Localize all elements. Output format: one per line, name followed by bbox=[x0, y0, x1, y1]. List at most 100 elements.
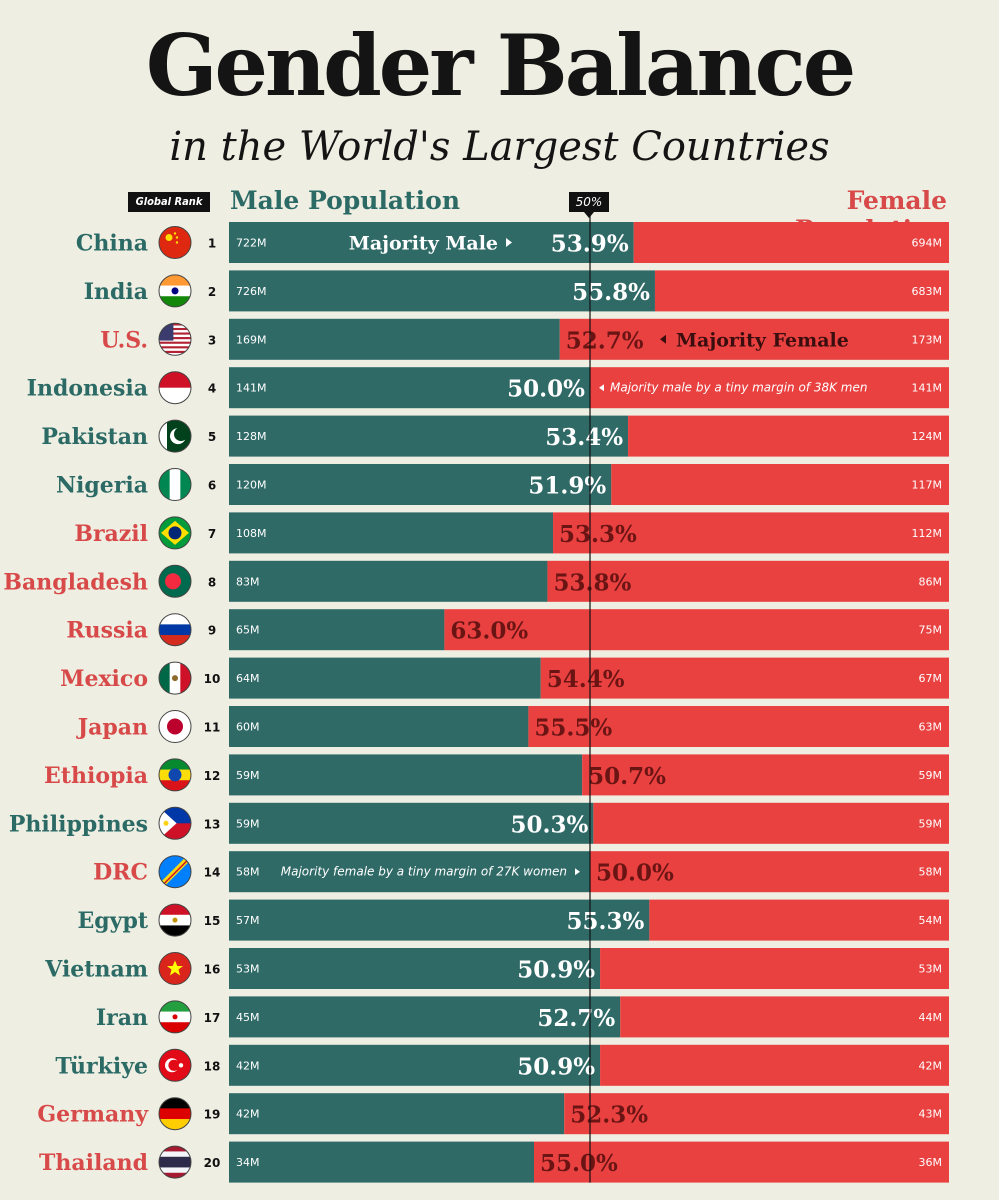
flag-russia-icon bbox=[158, 613, 192, 647]
percent-label-ethiopia: 50.7% bbox=[588, 763, 666, 790]
female-bar-indonesia bbox=[590, 367, 949, 409]
flag-japan-icon bbox=[158, 710, 192, 743]
percent-label-u-s: 52.7% bbox=[566, 327, 644, 354]
male-population-china: 722M bbox=[236, 237, 267, 250]
percent-label-mexico: 54.4% bbox=[547, 666, 625, 693]
rank-bangladesh: 8 bbox=[208, 575, 216, 589]
flag-u-s-icon bbox=[158, 322, 192, 356]
country-label-thailand: Thailand bbox=[39, 1150, 148, 1176]
female-bar-bangladesh bbox=[547, 560, 949, 602]
male-bar-bangladesh bbox=[229, 560, 548, 602]
percent-label-brazil: 53.3% bbox=[559, 521, 637, 548]
male-population-brazil: 108M bbox=[236, 527, 267, 540]
percent-label-egypt: 55.3% bbox=[566, 908, 644, 935]
female-population-vietnam: 53M bbox=[919, 963, 943, 976]
male-bar-t-rkiye bbox=[229, 1044, 601, 1086]
flag-vietnam-icon bbox=[158, 952, 192, 985]
annotation-indonesia: Majority male by a tiny margin of 38K me… bbox=[610, 381, 867, 395]
female-bar-iran bbox=[620, 996, 949, 1038]
flag-egypt-icon bbox=[158, 903, 192, 937]
female-bar-philippines bbox=[593, 802, 949, 844]
rank-china: 1 bbox=[208, 237, 216, 251]
male-bar-indonesia bbox=[229, 367, 590, 409]
flag-bangladesh-icon bbox=[158, 564, 192, 598]
male-population-drc: 58M bbox=[236, 866, 260, 879]
male-bar-nigeria bbox=[229, 464, 612, 505]
female-bar-india bbox=[654, 270, 949, 312]
female-bar-drc bbox=[590, 851, 949, 893]
male-bar-india bbox=[229, 270, 655, 312]
percent-label-japan: 55.5% bbox=[534, 715, 612, 742]
rank-philippines: 13 bbox=[204, 817, 221, 831]
male-bar-japan bbox=[229, 706, 529, 747]
rank-pakistan: 5 bbox=[208, 430, 216, 444]
male-bar-vietnam bbox=[229, 948, 601, 989]
percent-label-philippines: 50.3% bbox=[510, 811, 588, 838]
female-bar-japan bbox=[528, 706, 949, 747]
annotation-drc: Majority female by a tiny margin of 27K … bbox=[281, 865, 567, 879]
rank-egypt: 15 bbox=[204, 914, 221, 928]
male-population-philippines: 59M bbox=[236, 817, 260, 830]
arrow-right-icon bbox=[506, 238, 512, 247]
male-population-bangladesh: 83M bbox=[236, 575, 260, 588]
country-label-iran: Iran bbox=[96, 1005, 148, 1031]
female-bar-germany bbox=[564, 1093, 949, 1135]
chart-title: Gender Balance bbox=[145, 16, 856, 115]
female-population-japan: 63M bbox=[919, 721, 943, 734]
country-label-nigeria: Nigeria bbox=[56, 473, 148, 499]
rank-drc: 14 bbox=[204, 866, 221, 880]
female-population-thailand: 36M bbox=[919, 1156, 943, 1169]
female-population-nigeria: 117M bbox=[912, 479, 943, 492]
country-label-philippines: Philippines bbox=[9, 811, 148, 837]
female-bar-vietnam bbox=[600, 948, 949, 989]
male-population-egypt: 57M bbox=[236, 914, 260, 927]
flag-germany-icon bbox=[158, 1097, 192, 1131]
flag-nigeria-icon bbox=[158, 468, 192, 501]
country-label-china: China bbox=[76, 231, 148, 257]
flag-china-icon bbox=[158, 226, 192, 259]
country-label-germany: Germany bbox=[37, 1102, 149, 1128]
flag-pakistan-icon bbox=[158, 419, 192, 453]
male-bar-thailand bbox=[229, 1141, 534, 1183]
percent-label-germany: 52.3% bbox=[570, 1102, 648, 1129]
flag-thailand-icon bbox=[158, 1145, 192, 1179]
female-population-ethiopia: 59M bbox=[919, 769, 943, 782]
male-population-iran: 45M bbox=[236, 1011, 260, 1024]
female-population-india: 683M bbox=[912, 285, 943, 298]
male-population-heading: Male Population bbox=[230, 186, 461, 215]
country-label-vietnam: Vietnam bbox=[44, 957, 148, 983]
rank-thailand: 20 bbox=[204, 1156, 221, 1170]
male-bar-egypt bbox=[229, 899, 650, 941]
percent-label-india: 55.8% bbox=[572, 279, 650, 306]
male-bar-u-s bbox=[229, 318, 560, 360]
male-bar-pakistan bbox=[229, 415, 629, 457]
female-bar-thailand bbox=[534, 1141, 949, 1183]
male-bar-philippines bbox=[229, 802, 594, 844]
percent-label-pakistan: 53.4% bbox=[545, 424, 623, 451]
country-label-india: India bbox=[84, 279, 148, 305]
percent-label-drc: 50.0% bbox=[596, 860, 674, 887]
male-population-nigeria: 120M bbox=[236, 479, 267, 492]
male-population-russia: 65M bbox=[236, 624, 260, 637]
rank-india: 2 bbox=[208, 285, 216, 299]
female-population-egypt: 54M bbox=[919, 914, 943, 927]
rank-russia: 9 bbox=[208, 624, 216, 638]
female-bar-brazil bbox=[553, 512, 949, 554]
rank-u-s: 3 bbox=[208, 333, 216, 347]
flag-ethiopia-icon bbox=[158, 758, 192, 792]
female-population-philippines: 59M bbox=[919, 817, 943, 830]
percent-label-vietnam: 50.9% bbox=[517, 957, 595, 984]
rank-t-rkiye: 18 bbox=[204, 1059, 221, 1073]
rank-brazil: 7 bbox=[208, 527, 216, 541]
flag-indonesia-icon bbox=[158, 371, 192, 405]
flag-brazil-icon bbox=[158, 516, 192, 550]
female-bar-mexico bbox=[540, 657, 949, 699]
female-population-brazil: 112M bbox=[912, 527, 943, 540]
rank-germany: 19 bbox=[204, 1108, 221, 1122]
female-bar-t-rkiye bbox=[600, 1044, 949, 1086]
male-population-ethiopia: 59M bbox=[236, 769, 260, 782]
female-population-pakistan: 124M bbox=[912, 430, 943, 443]
male-population-mexico: 64M bbox=[236, 672, 260, 685]
female-bar-u-s bbox=[559, 318, 949, 360]
